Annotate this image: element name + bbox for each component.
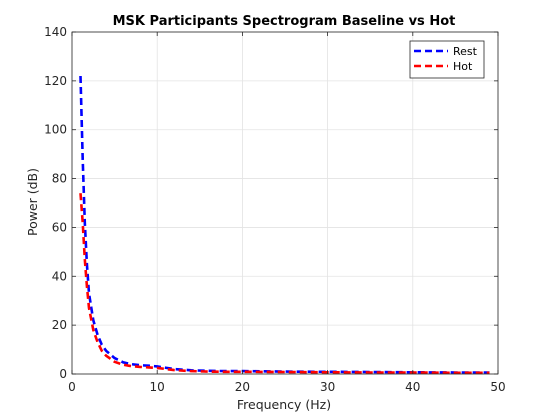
legend-box xyxy=(409,40,485,79)
x-tick-label: 50 xyxy=(490,380,505,394)
y-tick-label: 0 xyxy=(59,367,67,381)
x-tick-label: 10 xyxy=(150,380,165,394)
y-tick-label: 60 xyxy=(52,220,67,234)
y-tick-label: 20 xyxy=(52,318,67,332)
x-tick-label: 30 xyxy=(320,380,335,394)
y-tick-label: 40 xyxy=(52,269,67,283)
y-tick-label: 80 xyxy=(52,172,67,186)
chart-title: MSK Participants Spectrogram Baseline vs… xyxy=(113,14,456,29)
x-tick-label: 20 xyxy=(235,380,250,394)
y-tick-label: 140 xyxy=(44,25,67,39)
series-line-rest xyxy=(79,75,490,374)
x-tick-label: 0 xyxy=(68,380,76,394)
legend-label-hot: Hot xyxy=(453,60,473,73)
axis-ticks: 0 10 20 30 40 50 0 20 40 60 80 100 120 140 xyxy=(44,25,506,394)
x-axis-label: Frequency (Hz) xyxy=(237,397,331,412)
legend: Rest Hot xyxy=(409,40,485,79)
axes-box xyxy=(71,31,499,375)
plot-area xyxy=(72,32,498,374)
y-tick-label: 100 xyxy=(44,123,67,137)
x-tick-label: 40 xyxy=(405,380,420,394)
y-axis-label: Power (dB) xyxy=(25,168,40,236)
legend-label-rest: Rest xyxy=(453,45,478,58)
y-tick-label: 120 xyxy=(44,74,67,88)
series-lines xyxy=(79,75,490,375)
